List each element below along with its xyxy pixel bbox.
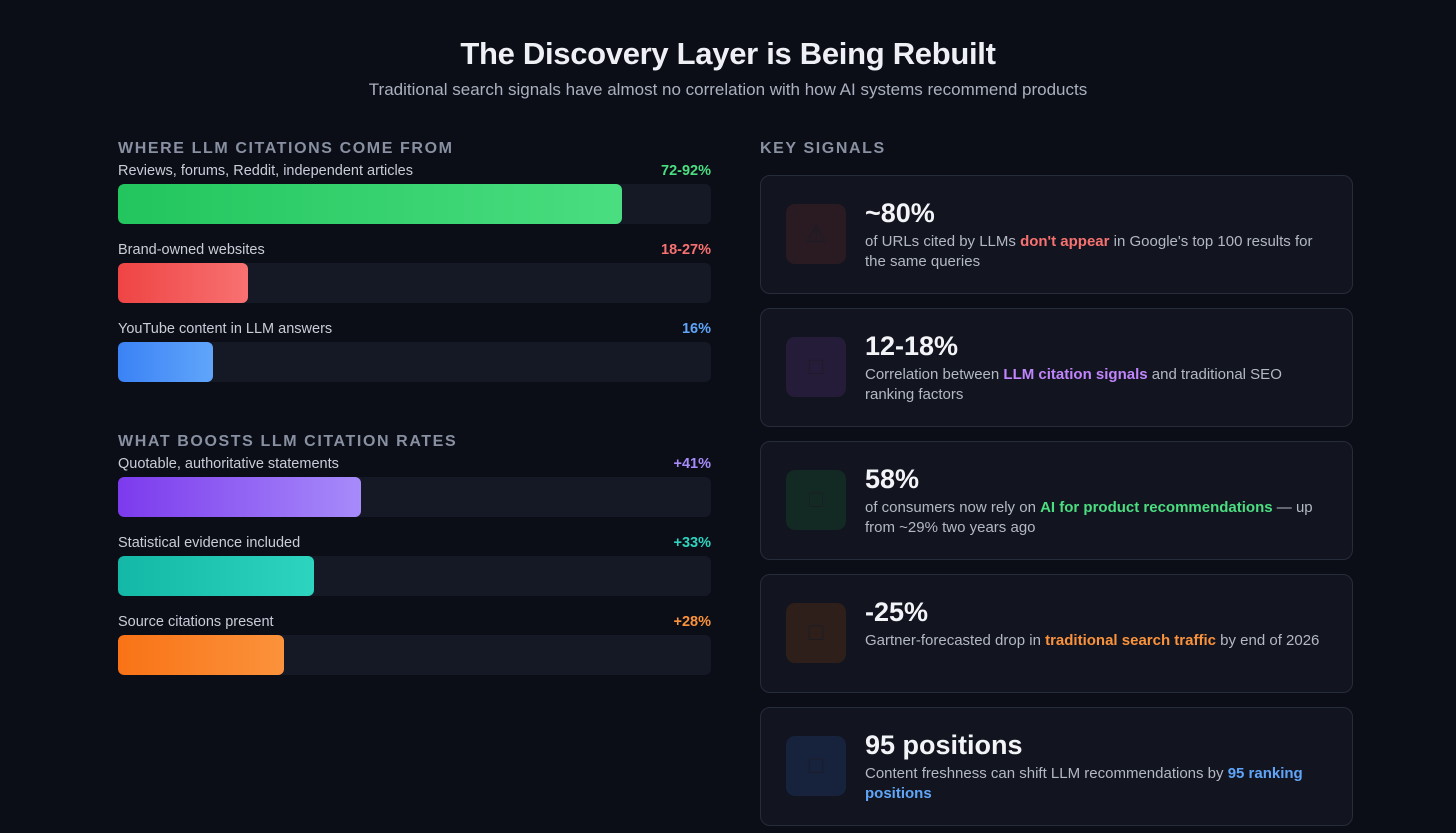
- bar-track: [118, 556, 711, 596]
- bar-category-label: Brand-owned websites: [118, 242, 265, 258]
- bar-value-label: +33%: [673, 535, 712, 551]
- signal-highlight: AI for product recommendations: [1040, 499, 1273, 516]
- bar-value-label: +28%: [673, 614, 712, 630]
- bar-charts-column: WHERE LLM CITATIONS COME FROM Reviews, f…: [118, 140, 711, 692]
- chart-title: WHAT BOOSTS LLM CITATION RATES: [118, 433, 458, 450]
- signal-stat: 95 positions: [865, 730, 1023, 760]
- signal-stat: -25%: [865, 597, 929, 627]
- signal-stat: 12-18%: [865, 331, 959, 361]
- signal-stat: ~80%: [865, 198, 935, 228]
- citation-sources-chart: WHERE LLM CITATIONS COME FROM Reviews, f…: [118, 140, 711, 399]
- bar-category-label: Statistical evidence included: [118, 535, 301, 551]
- bar-track: [118, 342, 711, 382]
- bar-row: YouTube content in LLM answers 16%: [118, 320, 711, 399]
- bar-category-label: YouTube content in LLM answers: [118, 321, 333, 337]
- bar-value-label: +41%: [673, 456, 712, 472]
- signal-description: of consumers now rely on AI for product …: [865, 499, 1313, 536]
- signal-description: Correlation between LLM citation signals…: [865, 366, 1282, 403]
- page-title: The Discovery Layer is Being Rebuilt: [460, 36, 996, 71]
- signal-card: □ -25% Gartner-forecasted drop in tradit…: [760, 574, 1353, 693]
- signal-description: of URLs cited by LLMs don't appear in Go…: [865, 233, 1313, 270]
- bar-fill: [118, 635, 284, 675]
- key-signals-column: KEY SIGNALS ⚠ ~80% of URLs cited by LLMs…: [760, 140, 1353, 833]
- page-subtitle: Traditional search signals have almost n…: [368, 80, 1088, 99]
- signal-highlight: 95 ranking positions: [865, 765, 1303, 802]
- signal-stat: 58%: [865, 464, 920, 494]
- signal-description: Content freshness can shift LLM recommen…: [865, 765, 1303, 802]
- signal-highlight: LLM citation signals: [1003, 366, 1148, 383]
- link-icon: □: [786, 337, 846, 397]
- refresh-icon: □: [786, 736, 846, 796]
- bar-track: [118, 184, 711, 224]
- bar-value-label: 16%: [681, 321, 711, 337]
- bar-category-label: Reviews, forums, Reddit, independent art…: [118, 163, 413, 179]
- bar-category-label: Source citations present: [118, 614, 274, 630]
- chart-title: WHERE LLM CITATIONS COME FROM: [118, 140, 454, 157]
- bar-track: [118, 263, 711, 303]
- bar-category-label: Quotable, authoritative statements: [118, 456, 339, 472]
- bar-track: [118, 477, 711, 517]
- bar-row: Source citations present +28%: [118, 613, 711, 692]
- signal-card: □ 95 positions Content freshness can shi…: [760, 707, 1353, 826]
- signal-card: □ 12-18% Correlation between LLM citatio…: [760, 308, 1353, 427]
- bar-fill: [118, 477, 361, 517]
- bar-row: Brand-owned websites 18-27%: [118, 241, 711, 320]
- bar-row: Statistical evidence included +33%: [118, 534, 711, 613]
- bar-fill: [118, 184, 622, 224]
- bar-fill: [118, 342, 213, 382]
- bar-row: Quotable, authoritative statements +41%: [118, 455, 711, 534]
- robot-icon: □: [786, 470, 846, 530]
- bar-fill: [118, 556, 314, 596]
- signal-card: ⚠ ~80% of URLs cited by LLMs don't appea…: [760, 175, 1353, 294]
- bar-track: [118, 635, 711, 675]
- signal-card: □ 58% of consumers now rely on AI for pr…: [760, 441, 1353, 560]
- key-signals-title: KEY SIGNALS: [760, 140, 886, 157]
- warning-icon: ⚠: [786, 204, 846, 264]
- bar-value-label: 72-92%: [661, 163, 711, 179]
- signal-highlight: don't appear: [1020, 233, 1110, 250]
- bar-fill: [118, 263, 248, 303]
- bar-row: Reviews, forums, Reddit, independent art…: [118, 162, 711, 241]
- signal-highlight: traditional search traffic: [1045, 632, 1216, 649]
- bar-value-label: 18-27%: [661, 242, 711, 258]
- citation-boosts-chart: WHAT BOOSTS LLM CITATION RATES Quotable,…: [118, 433, 711, 692]
- signal-description: Gartner-forecasted drop in traditional s…: [865, 632, 1320, 649]
- chart-down-icon: □: [786, 603, 846, 663]
